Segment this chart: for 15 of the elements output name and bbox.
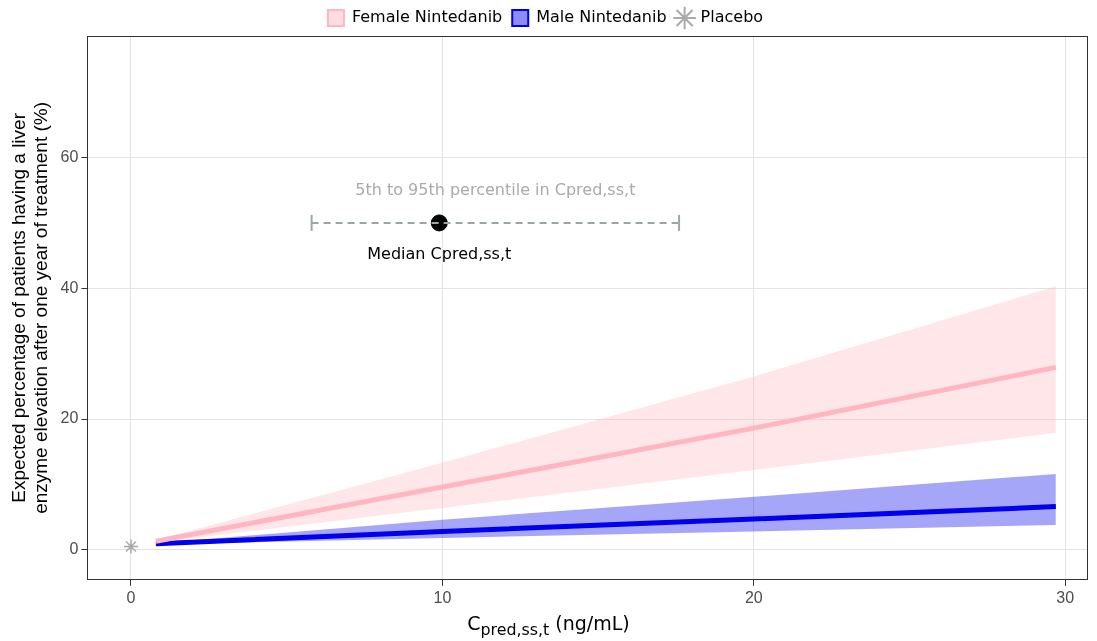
x-tick-label: 20 <box>744 588 763 606</box>
x-tick-label: 10 <box>433 588 452 606</box>
x-tick-label: 30 <box>1056 588 1075 606</box>
y-tick-label: 60 <box>60 147 79 165</box>
y-tick-label: 20 <box>60 409 79 427</box>
legend-label: Female Nintedanib <box>351 7 503 27</box>
annotation: 5th to 95th percentile in Cpred,ss,t <box>355 180 636 200</box>
annotation: Median Cpred,ss,t <box>367 244 512 264</box>
y-tick-label: 0 <box>69 540 79 558</box>
x-tick-label: 0 <box>126 588 136 606</box>
y-axis-title: Expected percentage of patients having a liver enzyme elevation after one year of treatment (%) <box>7 101 52 514</box>
legend-label: Placebo <box>700 7 764 27</box>
legend-label: Male Nintedanib <box>536 7 667 27</box>
x-axis-title: C$_{pred,ss,t}$ (ng/mL) <box>466 612 631 639</box>
y-tick-label: 40 <box>60 278 79 296</box>
